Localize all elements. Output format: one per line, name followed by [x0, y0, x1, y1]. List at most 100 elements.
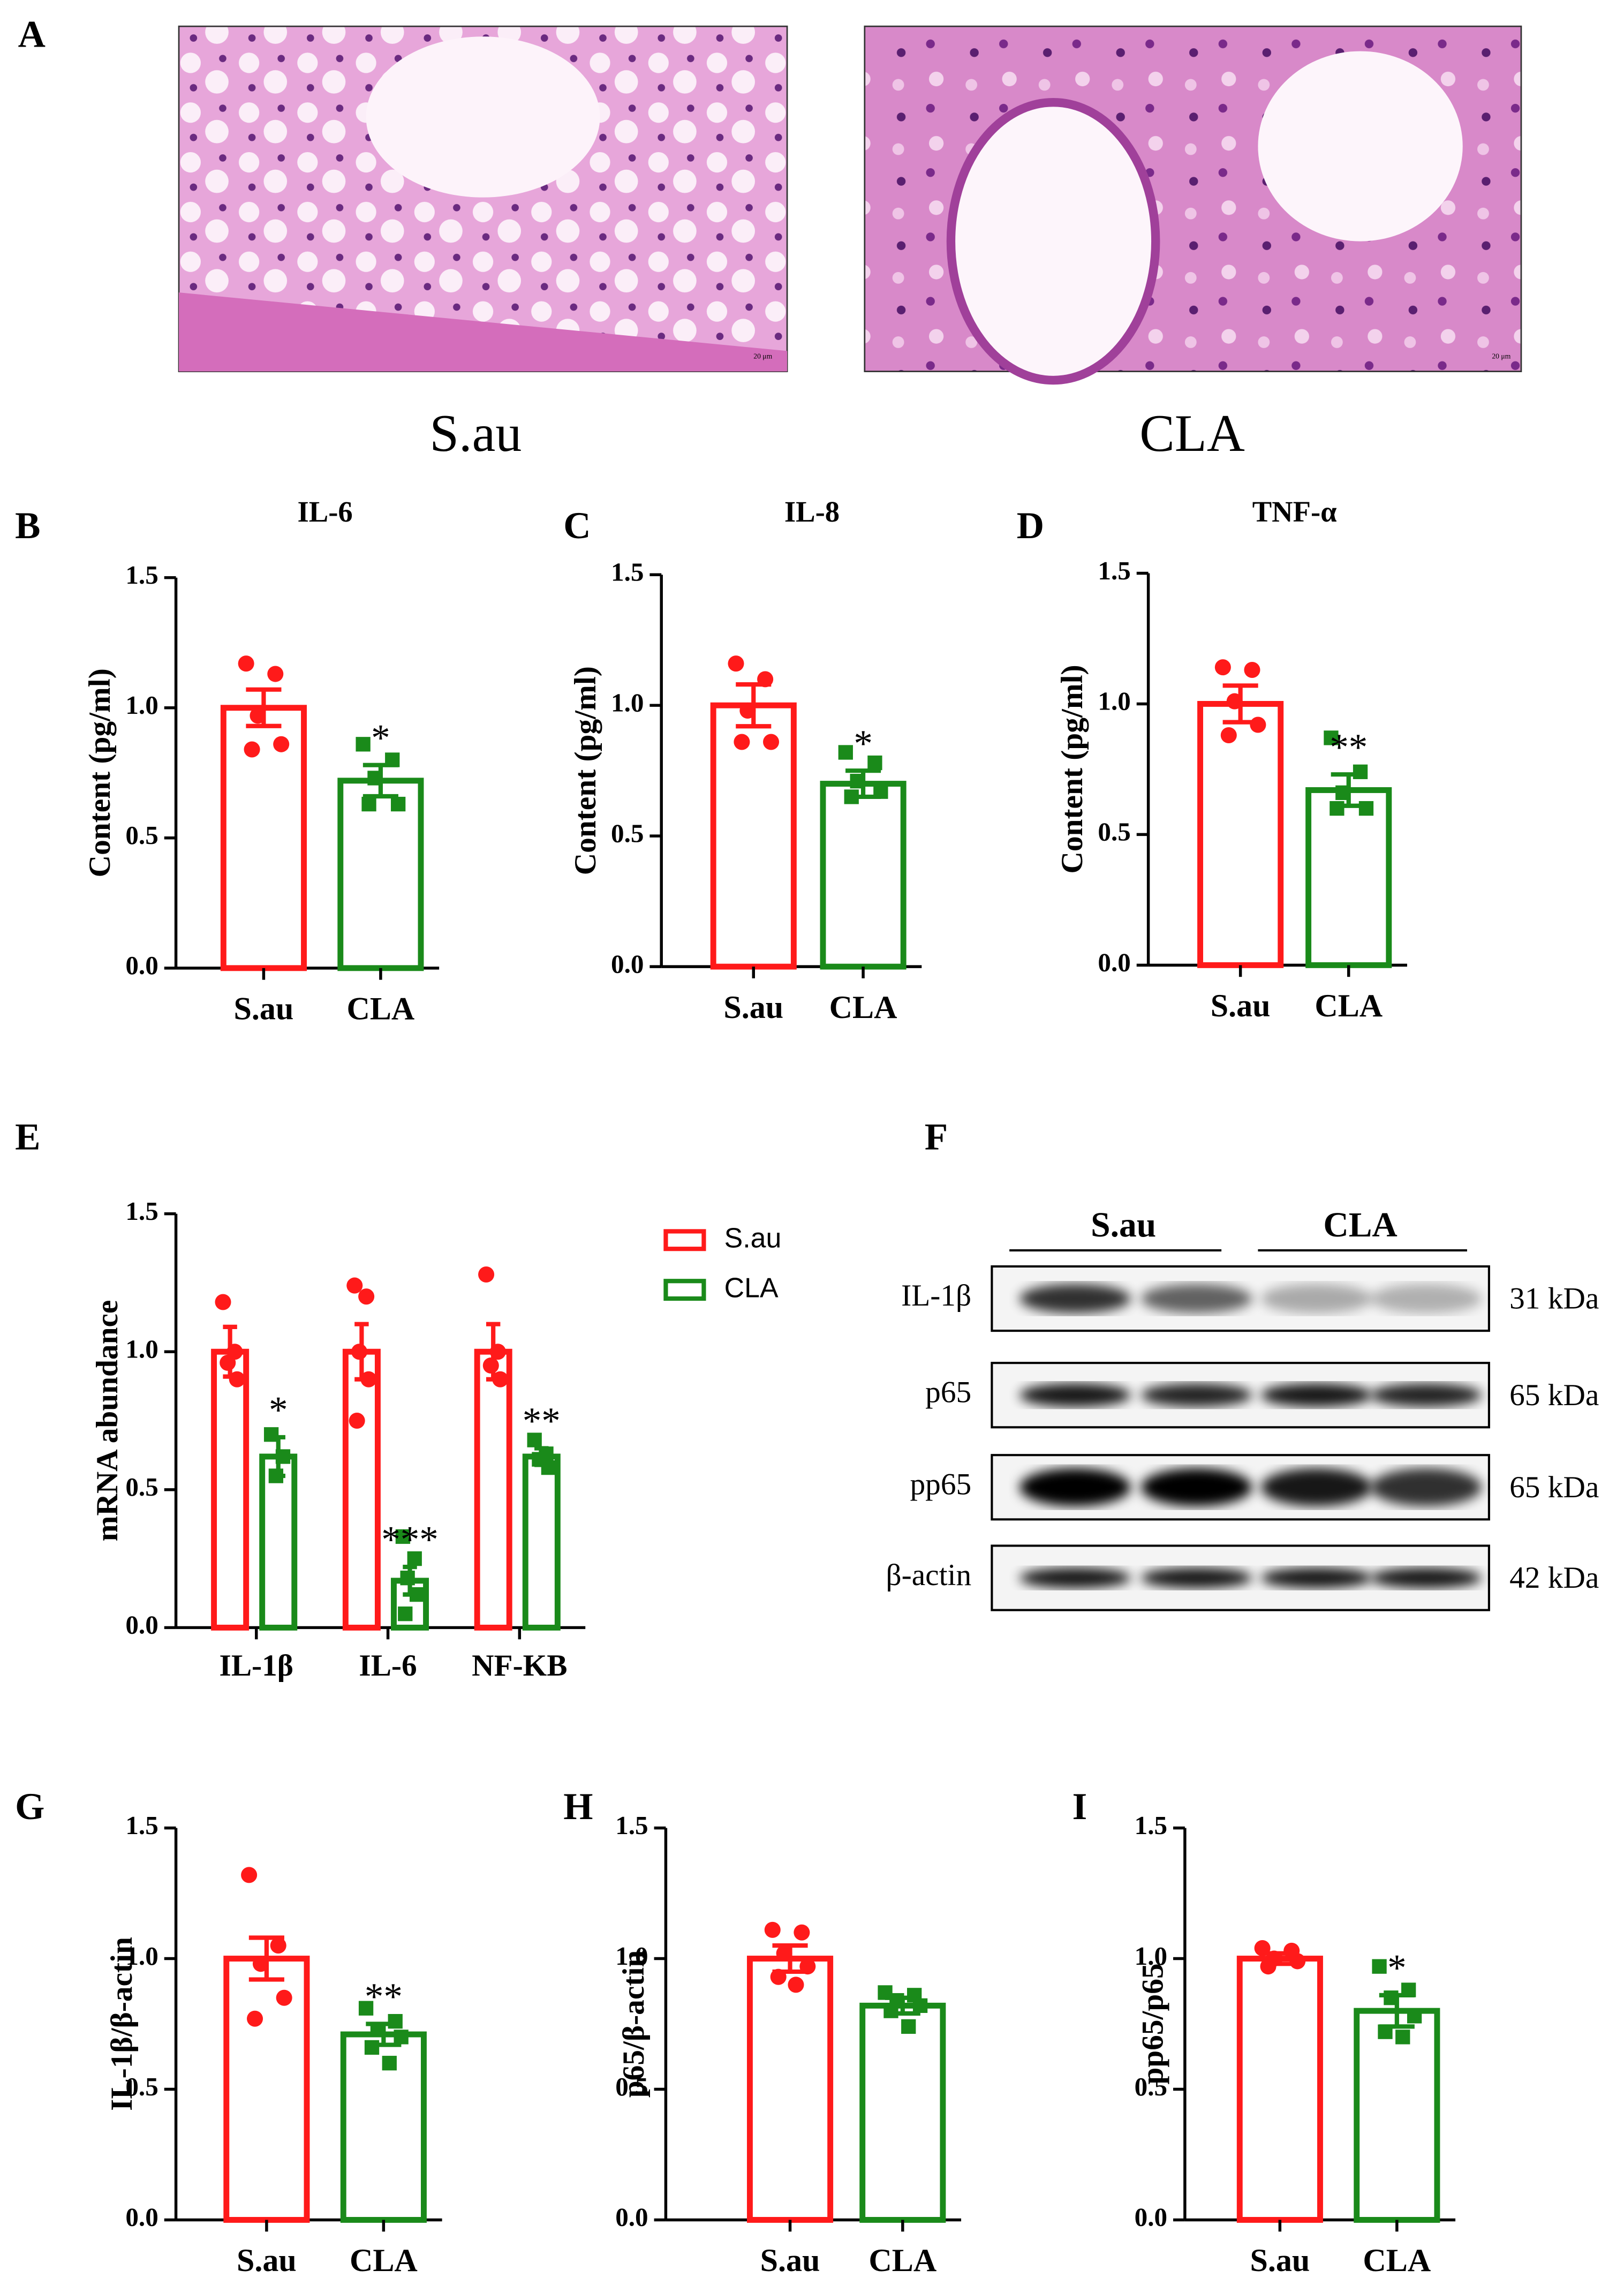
chart-title: IL-6	[298, 495, 353, 528]
y-tick-label: 0.5	[1098, 817, 1130, 847]
panel-label: D	[1017, 505, 1044, 547]
bar	[211, 1348, 250, 1631]
data-point	[364, 2040, 380, 2055]
data-point	[391, 796, 406, 812]
protein-label: p65	[925, 1375, 971, 1409]
data-point	[1401, 1982, 1416, 1997]
data-point	[356, 737, 371, 752]
data-point	[757, 671, 774, 688]
significance: **	[1330, 727, 1368, 768]
data-point	[220, 1354, 236, 1371]
data-point	[247, 2010, 263, 2027]
y-tick-label: 1.0	[125, 690, 158, 720]
y-tick-label: 1.0	[125, 1334, 158, 1364]
data-point	[276, 1989, 292, 2006]
data-point	[385, 752, 400, 767]
data-point	[1244, 662, 1260, 678]
x-tick-label: CLA	[350, 2242, 418, 2278]
data-point	[867, 755, 882, 771]
data-point	[873, 784, 888, 799]
y-tick-label: 1.0	[125, 1941, 158, 1971]
band	[1019, 1468, 1131, 1506]
data-point	[734, 734, 750, 750]
data-point	[482, 1357, 499, 1374]
data-point	[263, 1427, 279, 1442]
data-point	[1353, 764, 1368, 779]
y-tick-label: 0.0	[125, 2203, 158, 2232]
y-axis-label: Content (pg/ml)	[569, 666, 602, 875]
data-point	[1324, 730, 1339, 745]
data-point	[268, 1468, 284, 1483]
data-point	[395, 1529, 411, 1544]
data-point	[351, 1344, 368, 1360]
x-tick-label: IL-1β	[220, 1649, 294, 1683]
band	[1140, 1383, 1252, 1407]
band	[1019, 1383, 1131, 1407]
y-axis-label: Content (pg/ml)	[1055, 665, 1089, 873]
legend-swatch	[663, 1229, 706, 1251]
data-point	[215, 1294, 231, 1310]
data-point	[370, 2022, 386, 2036]
data-point	[492, 1371, 509, 1387]
chart: G IL-1β/β-actin 0.0 0.5 1.0 1.5 S.au ** CLA	[15, 1786, 442, 2278]
x-tick-label: S.au	[237, 2242, 297, 2278]
legend-label: S.au	[724, 1222, 782, 1253]
y-tick-label: 1.5	[615, 1811, 648, 1840]
size-label: 65 kDa	[1509, 1470, 1599, 1504]
data-point	[1289, 1953, 1306, 1970]
bar	[223, 1956, 310, 2223]
data-point	[764, 1921, 781, 1938]
data-point	[360, 1371, 377, 1387]
band	[1370, 1567, 1482, 1588]
caption: CLA	[1139, 404, 1245, 463]
data-point	[776, 1945, 792, 1962]
bar	[746, 1956, 834, 2223]
y-tick-label: 0.5	[125, 1472, 158, 1502]
band	[1370, 1383, 1482, 1407]
data-point	[1330, 801, 1344, 816]
data-point	[1378, 2024, 1393, 2039]
y-tick-label: 0.0	[1135, 2203, 1167, 2232]
data-point	[1260, 1958, 1276, 1975]
y-tick-label: 0.5	[611, 818, 644, 848]
y-tick-label: 1.5	[125, 1196, 158, 1226]
bar	[859, 2002, 946, 2223]
x-tick-label: CLA	[1315, 987, 1383, 1023]
data-point	[1220, 727, 1237, 744]
y-axis-label: mRNA abundance	[90, 1300, 124, 1542]
x-tick-label: CLA	[1363, 2242, 1431, 2278]
y-tick-label: 1.5	[125, 1811, 158, 1840]
data-point	[838, 745, 853, 760]
y-tick-label: 1.5	[1135, 1811, 1167, 1840]
significance: ***	[381, 1519, 439, 1561]
data-point	[728, 655, 744, 672]
bar	[220, 705, 307, 971]
y-tick-label: 1.5	[611, 557, 644, 587]
significance: *	[371, 717, 390, 759]
y-tick-label: 1.0	[1098, 687, 1130, 716]
data-point	[346, 1277, 363, 1294]
data-point	[850, 774, 865, 789]
data-point	[250, 707, 266, 724]
x-tick-label: IL-6	[359, 1649, 417, 1683]
x-tick-label: S.au	[760, 2242, 820, 2278]
chart: C IL-8 Content (pg/ml) 0.0 0.5 1.0 1.5 S.au * CLA	[563, 495, 922, 1025]
data-point	[252, 1956, 269, 1972]
histology: A S.au CLA 20 μm 20 μm	[18, 13, 1522, 463]
y-tick-label: 0.0	[125, 951, 158, 980]
y-axis-label: p65/β-actin	[617, 1950, 651, 2098]
y-tick-label: 0.5	[125, 820, 158, 850]
y-tick-label: 1.0	[1135, 1941, 1167, 1971]
data-point	[541, 1460, 556, 1475]
data-point	[267, 666, 284, 682]
data-point	[358, 2001, 374, 2016]
data-point	[1214, 659, 1231, 676]
x-tick-label: CLA	[346, 991, 414, 1027]
data-point	[489, 1344, 506, 1360]
band	[1260, 1468, 1372, 1506]
data-point	[407, 1551, 422, 1566]
y-tick-label: 1.0	[615, 1941, 648, 1971]
